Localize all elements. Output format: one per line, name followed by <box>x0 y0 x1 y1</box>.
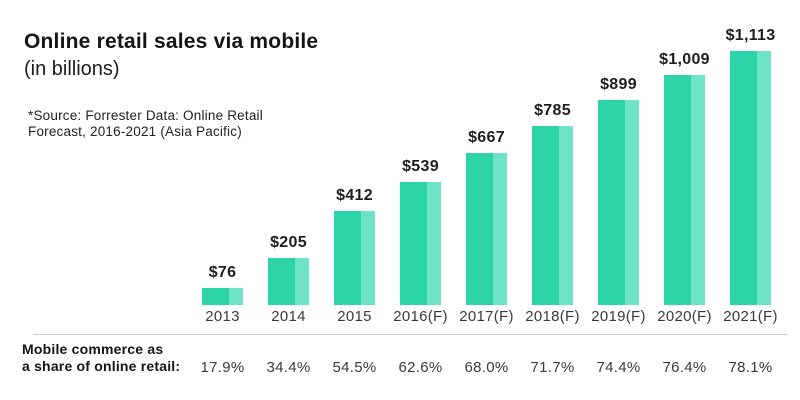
source-note: *Source: Forrester Data: Online Retail F… <box>28 108 263 140</box>
chart-title: Online retail sales via mobile <box>24 30 319 53</box>
bar-value-2015: $412 <box>336 187 373 204</box>
share-value-2015: 54.5% <box>332 359 377 376</box>
bar-highlight-2015 <box>361 211 375 305</box>
bar-value-2019(F): $899 <box>600 76 637 93</box>
bar-value-2016(F): $539 <box>402 158 439 175</box>
share-value-2013: 17.9% <box>200 359 245 376</box>
share-value-2018(F): 71.7% <box>530 359 575 376</box>
share-value-2016(F): 62.6% <box>398 359 443 376</box>
bar-2015 <box>334 211 375 305</box>
axis-label-2021(F): 2021(F) <box>723 308 778 325</box>
bar-value-2021(F): $1,113 <box>725 27 776 44</box>
axis-label-2017(F): 2017(F) <box>459 308 514 325</box>
axis-label-2014: 2014 <box>271 308 306 325</box>
share-value-2019(F): 74.4% <box>596 359 641 376</box>
share-row-label-line-1: Mobile commerce as <box>22 341 164 357</box>
bar-highlight-2014 <box>295 258 309 305</box>
bar-value-2018(F): $785 <box>534 102 571 119</box>
bar-value-2013: $76 <box>208 264 237 281</box>
share-value-2014: 34.4% <box>266 359 311 376</box>
axis-label-2015: 2015 <box>337 308 372 325</box>
bar-highlight-2017(F) <box>493 153 507 305</box>
share-value-2017(F): 68.0% <box>464 359 509 376</box>
share-value-2020(F): 76.4% <box>662 359 707 376</box>
chart-subtitle: (in billions) <box>24 58 120 80</box>
source-note-line-2: Forecast, 2016-2021 (Asia Pacific) <box>28 124 242 139</box>
bar-highlight-2019(F) <box>625 100 639 305</box>
bar-highlight-2021(F) <box>757 51 771 305</box>
bar-value-2014: $205 <box>270 234 307 251</box>
share-value-2021(F): 78.1% <box>728 359 773 376</box>
bar-2019(F) <box>598 100 639 305</box>
axis-label-2019(F): 2019(F) <box>591 308 646 325</box>
bar-2014 <box>268 258 309 305</box>
bar-value-2017(F): $667 <box>468 129 505 146</box>
axis-label-2013: 2013 <box>205 308 240 325</box>
bar-2020(F) <box>664 75 705 305</box>
bar-value-2020(F): $1,009 <box>659 51 710 68</box>
bar-2021(F) <box>730 51 771 305</box>
bar-2018(F) <box>532 126 573 305</box>
bar-highlight-2013 <box>229 288 243 305</box>
bar-2016(F) <box>400 182 441 305</box>
bar-2017(F) <box>466 153 507 305</box>
share-row-label-line-2: a share of online retail: <box>22 357 181 374</box>
source-note-line-1: *Source: Forrester Data: Online Retail <box>28 108 263 123</box>
axis-label-2020(F): 2020(F) <box>657 308 712 325</box>
bar-highlight-2016(F) <box>427 182 441 305</box>
bar-2013 <box>202 288 243 305</box>
share-row-label: Mobile commerce as a share of online ret… <box>22 341 180 374</box>
bar-highlight-2018(F) <box>559 126 573 305</box>
axis-label-2016(F): 2016(F) <box>393 308 448 325</box>
bar-highlight-2020(F) <box>691 75 705 305</box>
axis-label-2018(F): 2018(F) <box>525 308 580 325</box>
divider-line <box>33 334 787 335</box>
